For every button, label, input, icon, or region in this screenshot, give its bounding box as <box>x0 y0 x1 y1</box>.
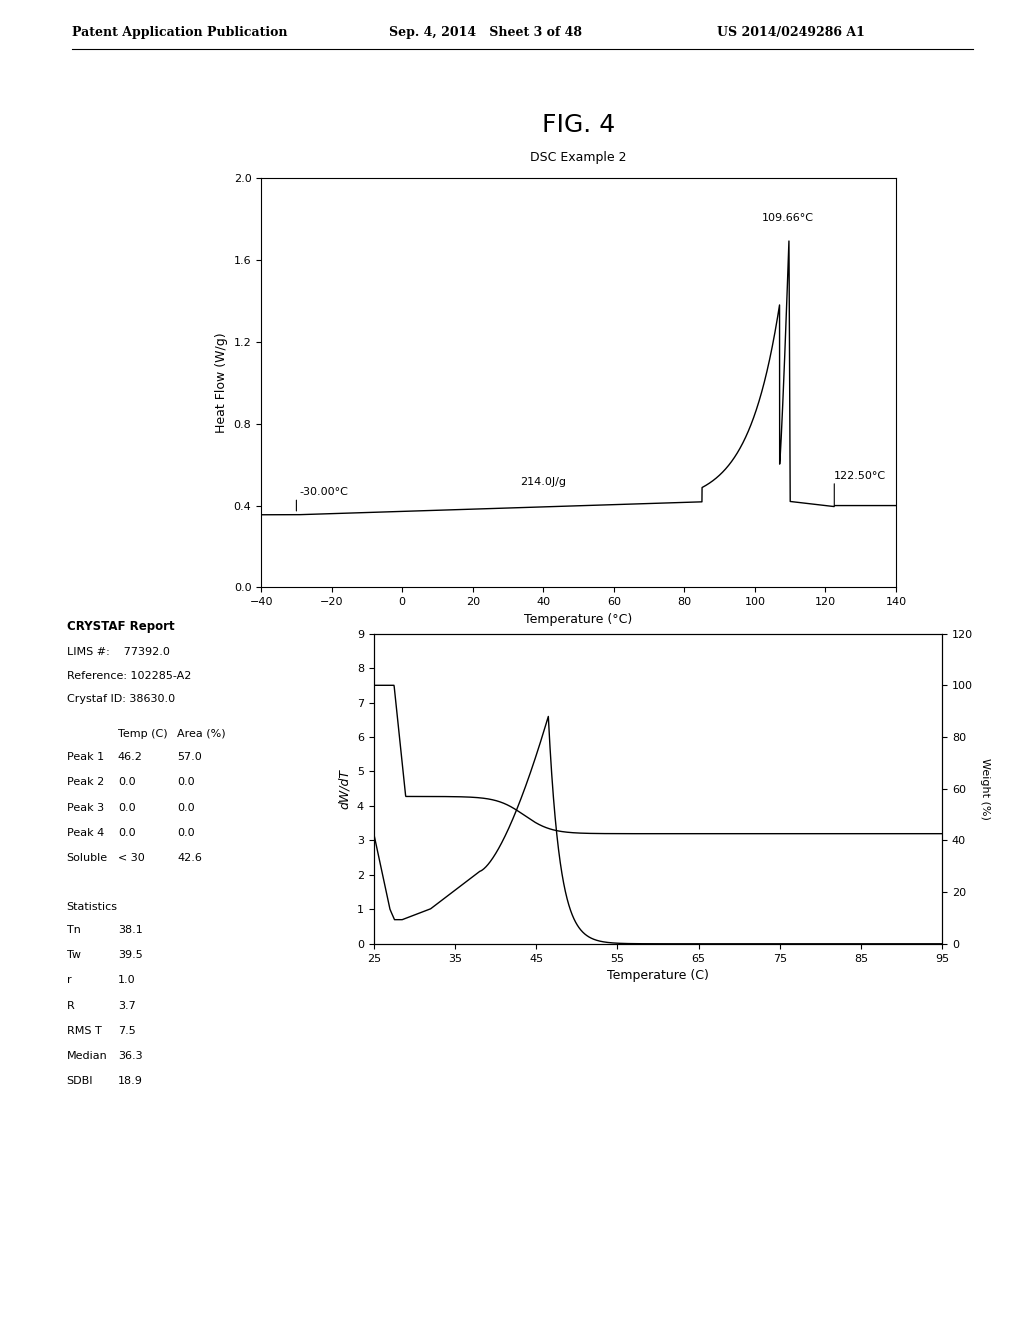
Text: 36.3: 36.3 <box>118 1051 142 1061</box>
Text: R: R <box>67 1001 75 1011</box>
X-axis label: Temperature (°C): Temperature (°C) <box>524 612 633 626</box>
Text: SDBI: SDBI <box>67 1076 93 1086</box>
Text: 42.6: 42.6 <box>177 853 202 863</box>
Text: Peak 1: Peak 1 <box>67 752 103 763</box>
Text: FIG. 4: FIG. 4 <box>542 114 615 137</box>
Text: Peak 2: Peak 2 <box>67 777 103 788</box>
Text: 0.0: 0.0 <box>118 828 135 838</box>
Text: Crystaf ID: 38630.0: Crystaf ID: 38630.0 <box>67 694 175 705</box>
Text: US 2014/0249286 A1: US 2014/0249286 A1 <box>717 26 864 40</box>
Y-axis label: dW/dT: dW/dT <box>338 768 351 809</box>
Y-axis label: Weight (%): Weight (%) <box>980 758 989 820</box>
Text: RMS T: RMS T <box>67 1026 101 1036</box>
Text: < 30: < 30 <box>118 853 144 863</box>
Text: 0.0: 0.0 <box>177 803 195 813</box>
Text: Sep. 4, 2014   Sheet 3 of 48: Sep. 4, 2014 Sheet 3 of 48 <box>389 26 582 40</box>
Text: LIMS #:    77392.0: LIMS #: 77392.0 <box>67 647 169 657</box>
Text: Patent Application Publication: Patent Application Publication <box>72 26 287 40</box>
Text: Soluble: Soluble <box>67 853 108 863</box>
Text: Reference: 102285-A2: Reference: 102285-A2 <box>67 671 190 681</box>
Text: Statistics: Statistics <box>67 902 118 912</box>
Text: 0.0: 0.0 <box>177 828 195 838</box>
Text: 38.1: 38.1 <box>118 925 142 936</box>
Text: CRYSTAF Report: CRYSTAF Report <box>67 620 174 634</box>
Text: Tw: Tw <box>67 950 81 961</box>
Text: Peak 4: Peak 4 <box>67 828 103 838</box>
Text: Area (%): Area (%) <box>177 729 225 739</box>
Text: Peak 3: Peak 3 <box>67 803 103 813</box>
Text: 3.7: 3.7 <box>118 1001 135 1011</box>
Text: 1.0: 1.0 <box>118 975 135 986</box>
Text: Temp (C): Temp (C) <box>118 729 167 739</box>
Text: 7.5: 7.5 <box>118 1026 135 1036</box>
Text: r: r <box>67 975 72 986</box>
Text: 109.66°C: 109.66°C <box>762 214 814 223</box>
Text: -30.00°C: -30.00°C <box>300 487 349 498</box>
Text: DSC Example 2: DSC Example 2 <box>530 150 627 164</box>
Text: 57.0: 57.0 <box>177 752 202 763</box>
Text: 122.50°C: 122.50°C <box>835 471 887 480</box>
Text: 0.0: 0.0 <box>118 777 135 788</box>
Text: 46.2: 46.2 <box>118 752 142 763</box>
X-axis label: Temperature (C): Temperature (C) <box>607 969 709 982</box>
Text: 0.0: 0.0 <box>177 777 195 788</box>
Text: 214.0J/g: 214.0J/g <box>520 477 566 487</box>
Text: Median: Median <box>67 1051 108 1061</box>
Text: 39.5: 39.5 <box>118 950 142 961</box>
Y-axis label: Heat Flow (W/g): Heat Flow (W/g) <box>215 333 228 433</box>
Text: 0.0: 0.0 <box>118 803 135 813</box>
Text: 18.9: 18.9 <box>118 1076 142 1086</box>
Text: Tn: Tn <box>67 925 81 936</box>
